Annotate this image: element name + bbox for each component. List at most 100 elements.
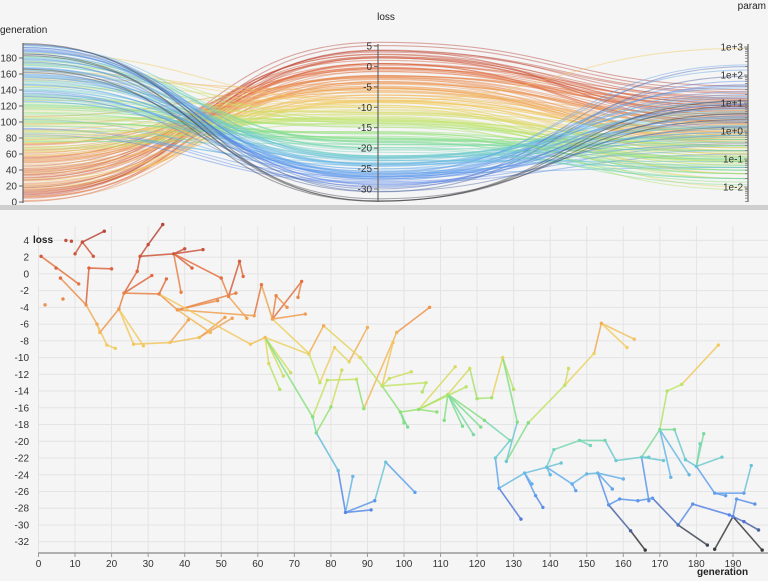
x-tick-label: 180 [688, 559, 705, 570]
lineage-edge [227, 261, 241, 297]
lineage-edge [498, 472, 526, 489]
data-point [98, 330, 102, 335]
data-point [680, 382, 684, 387]
data-point [117, 307, 121, 311]
data-point [544, 465, 549, 469]
lineage-edge [172, 253, 182, 293]
lineage-edge [123, 274, 153, 294]
lineage-edge [271, 280, 303, 320]
lineage-edge [545, 449, 555, 468]
lineage-edge [85, 304, 98, 325]
data-point [559, 461, 563, 465]
lineage-edge [275, 295, 288, 308]
lineage-edge [447, 393, 475, 436]
data-point [435, 410, 439, 414]
data-point [548, 473, 552, 477]
y-tick-label: -2 [20, 286, 29, 297]
scatter-edges [40, 224, 763, 551]
pc-axis-label-param: param [738, 1, 766, 12]
lineage-edge [571, 473, 588, 485]
data-point [241, 274, 245, 279]
data-point [73, 252, 77, 256]
data-point [303, 312, 308, 316]
lineage-edge [345, 499, 376, 514]
data-point [58, 276, 63, 280]
data-point [606, 503, 611, 507]
x-tick-label: 50 [216, 559, 228, 570]
data-point [80, 240, 85, 244]
pc-tick-label: 60 [6, 150, 18, 161]
lineage-edge [615, 456, 642, 462]
data-point [526, 421, 530, 425]
data-point [369, 508, 373, 512]
data-point [226, 294, 231, 299]
data-point [683, 457, 688, 462]
lineage-edge [685, 459, 697, 468]
data-point [522, 471, 527, 475]
pc-tick-label: -5 [363, 82, 372, 93]
lineage-edge [483, 419, 511, 442]
x-tick-label: 60 [252, 559, 264, 570]
lineage-edge [311, 416, 318, 434]
data-point [343, 510, 348, 515]
data-point [610, 487, 615, 491]
lineage-edge [389, 371, 412, 380]
data-point [420, 390, 424, 394]
data-point [362, 406, 366, 411]
lineage-edge [176, 309, 211, 334]
data-point [742, 519, 746, 524]
data-point [533, 493, 538, 498]
data-point [358, 355, 362, 360]
lineage-edge [579, 439, 591, 447]
lineage-edge [308, 353, 321, 383]
lineage-edge [546, 466, 573, 485]
lineage-edge [147, 224, 164, 246]
data-point [307, 351, 311, 356]
lineage-edge [158, 278, 168, 295]
y-tick-label: -30 [15, 520, 30, 531]
pc-tick-label: -15 [358, 123, 373, 134]
data-point [731, 514, 735, 519]
lineage-edge [268, 363, 281, 390]
lineage-edge [608, 504, 632, 532]
lineage-edge [629, 530, 646, 551]
data-point [215, 298, 220, 303]
data-point [490, 396, 494, 400]
data-point [394, 330, 399, 335]
data-point [288, 370, 293, 375]
data-point [387, 376, 392, 381]
data-point [409, 370, 414, 374]
lineage-edge [385, 461, 416, 493]
pc-tick-label: 1e+2 [720, 71, 743, 82]
data-point [628, 529, 633, 533]
data-point [563, 383, 567, 387]
data-point [259, 283, 264, 287]
lineage-edge [564, 368, 570, 386]
data-point [138, 254, 142, 259]
data-point [566, 366, 571, 371]
lineage-edge [677, 503, 694, 526]
data-point [500, 355, 505, 360]
data-point [493, 456, 498, 460]
lineage-edge [586, 472, 598, 475]
lineage-edge [553, 439, 580, 451]
lineage-edge [333, 346, 350, 363]
data-point [77, 282, 81, 286]
lineage-edge [315, 432, 339, 471]
data-point [756, 528, 761, 532]
lineage-edge [713, 516, 734, 550]
pc-tick-label: 1e-1 [723, 155, 743, 166]
data-point [157, 292, 161, 296]
data-point [391, 340, 395, 345]
lineage-edge [330, 369, 343, 408]
lineage-edge [736, 498, 756, 505]
lineage-edge [447, 393, 482, 428]
x-tick-label: 120 [469, 559, 486, 570]
y-tick-label: -18 [15, 420, 30, 431]
y-tick-label: -10 [15, 353, 30, 364]
lineage-edge [158, 293, 178, 311]
data-point [442, 418, 446, 423]
lineage-edge [641, 456, 664, 462]
scatter-panel [0, 210, 768, 581]
panel-splitter[interactable] [0, 205, 768, 210]
